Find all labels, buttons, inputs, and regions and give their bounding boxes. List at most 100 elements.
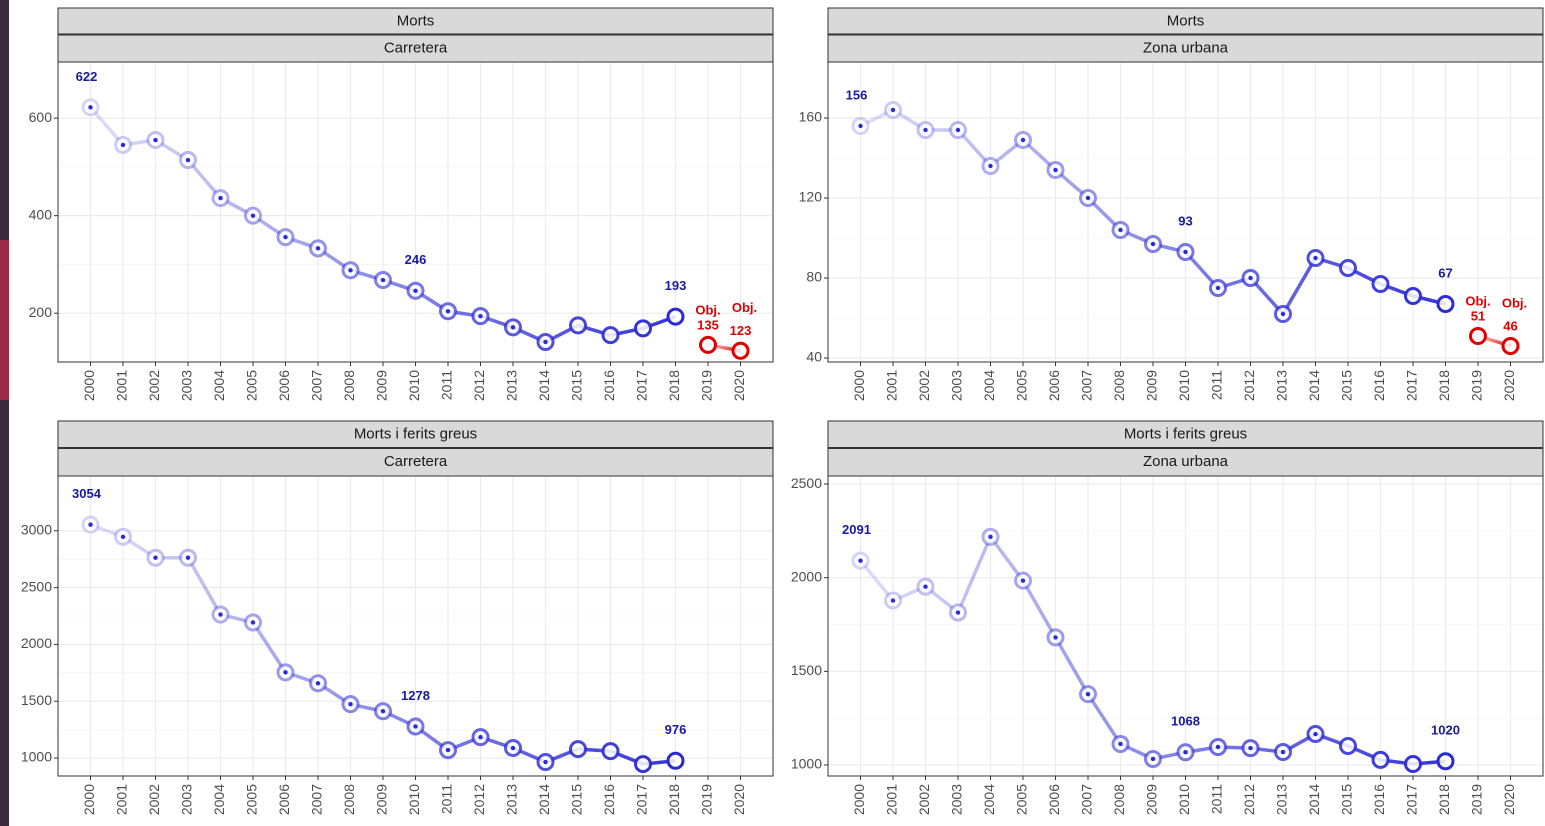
point xyxy=(701,337,716,352)
point-center xyxy=(1281,312,1285,316)
x-tick-label: 2001 xyxy=(884,784,900,815)
y-tick-label: 80 xyxy=(806,269,822,285)
value-label: 1278 xyxy=(401,688,430,703)
point xyxy=(1503,339,1518,354)
point xyxy=(1341,739,1356,754)
x-tick-label: 2008 xyxy=(1111,784,1127,815)
x-tick-label: 2000 xyxy=(851,370,867,401)
y-tick-label: 1500 xyxy=(21,692,52,708)
x-tick-label: 2013 xyxy=(504,370,520,401)
x-tick-label: 2001 xyxy=(114,784,130,815)
point xyxy=(571,318,586,333)
strip-label: Morts xyxy=(397,12,435,29)
x-tick-label: 2015 xyxy=(569,784,585,815)
value-label: 93 xyxy=(1178,213,1192,228)
x-tick-label: 2011 xyxy=(439,784,455,814)
x-tick-label: 2014 xyxy=(536,370,552,401)
chart: MortsCarretera20040060020002001200220032… xyxy=(0,0,1545,826)
left-edge-image xyxy=(0,0,9,826)
x-tick-label: 2008 xyxy=(1111,370,1127,401)
x-tick-label: 2010 xyxy=(406,370,422,401)
point xyxy=(1438,754,1453,769)
point-center xyxy=(1151,757,1155,761)
x-tick-label: 2016 xyxy=(601,370,617,401)
x-tick-label: 2011 xyxy=(439,370,455,400)
strip-label: Morts xyxy=(1167,12,1205,29)
value-label: 1020 xyxy=(1431,723,1460,738)
point-center xyxy=(1021,578,1025,582)
x-tick-label: 2015 xyxy=(1339,370,1355,401)
point-center xyxy=(543,340,547,344)
x-tick-label: 2010 xyxy=(406,784,422,815)
left-edge-image-accent xyxy=(0,240,9,400)
point-center xyxy=(1118,742,1122,746)
point-center xyxy=(891,108,895,112)
point-center xyxy=(1053,168,1057,172)
y-tick-label: 1000 xyxy=(21,749,52,765)
x-tick-label: 2002 xyxy=(916,370,932,401)
x-tick-label: 2007 xyxy=(309,784,325,815)
x-tick-label: 2006 xyxy=(1046,784,1062,815)
x-tick-label: 2013 xyxy=(504,784,520,815)
value-label: 622 xyxy=(76,69,98,84)
x-tick-label: 2014 xyxy=(1306,784,1322,815)
x-tick-label: 2000 xyxy=(81,784,97,815)
x-tick-label: 2018 xyxy=(1436,784,1452,815)
point-center xyxy=(923,584,927,588)
x-tick-label: 2016 xyxy=(601,784,617,815)
point-center xyxy=(1151,242,1155,246)
x-tick-label: 2014 xyxy=(1306,370,1322,401)
x-tick-label: 2004 xyxy=(211,784,227,815)
x-tick-label: 2017 xyxy=(634,784,650,815)
x-tick-label: 2007 xyxy=(1079,370,1095,401)
x-tick-label: 2011 xyxy=(1209,784,1225,814)
y-tick-label: 2000 xyxy=(21,635,52,651)
y-tick-label: 2500 xyxy=(21,578,52,594)
value-label: 51 xyxy=(1471,308,1485,323)
point xyxy=(603,328,618,343)
point-center xyxy=(413,289,417,293)
point xyxy=(668,753,683,768)
x-tick-label: 2009 xyxy=(374,784,390,815)
x-tick-label: 2017 xyxy=(634,370,650,401)
x-tick-label: 2002 xyxy=(146,370,162,401)
point-center xyxy=(218,612,222,616)
x-tick-label: 2002 xyxy=(146,784,162,815)
x-tick-label: 2014 xyxy=(536,784,552,815)
x-tick-label: 2020 xyxy=(1501,370,1517,401)
annotation: Obj. xyxy=(695,302,720,317)
point-center xyxy=(543,760,547,764)
point-center xyxy=(923,128,927,132)
point xyxy=(571,742,586,757)
point-center xyxy=(153,138,157,142)
point-center xyxy=(478,735,482,739)
x-tick-label: 2009 xyxy=(1144,784,1160,815)
strip-label: Carretera xyxy=(384,39,448,56)
annotation: Obj. xyxy=(1465,293,1490,308)
x-tick-label: 2017 xyxy=(1404,784,1420,815)
point-center xyxy=(478,314,482,318)
x-tick-label: 2007 xyxy=(1079,784,1095,815)
point-center xyxy=(283,670,287,674)
point-center xyxy=(988,164,992,168)
point-center xyxy=(891,598,895,602)
point-center xyxy=(348,702,352,706)
x-tick-label: 2008 xyxy=(341,784,357,815)
x-tick-label: 2015 xyxy=(569,370,585,401)
x-tick-label: 2020 xyxy=(731,370,747,401)
point-center xyxy=(1183,750,1187,754)
point-center xyxy=(153,556,157,560)
x-tick-label: 2019 xyxy=(1469,370,1485,401)
point-center xyxy=(858,124,862,128)
x-tick-label: 2000 xyxy=(81,370,97,401)
annotation: Obj. xyxy=(732,300,757,315)
point xyxy=(1373,752,1388,767)
point-center xyxy=(381,278,385,282)
y-tick-label: 120 xyxy=(799,189,823,205)
point-center xyxy=(218,196,222,200)
y-tick-label: 1000 xyxy=(791,756,822,772)
y-tick-label: 3000 xyxy=(21,521,52,537)
point-center xyxy=(1086,196,1090,200)
value-label: 246 xyxy=(405,252,427,267)
strip-label: Morts i ferits greus xyxy=(1124,426,1247,443)
